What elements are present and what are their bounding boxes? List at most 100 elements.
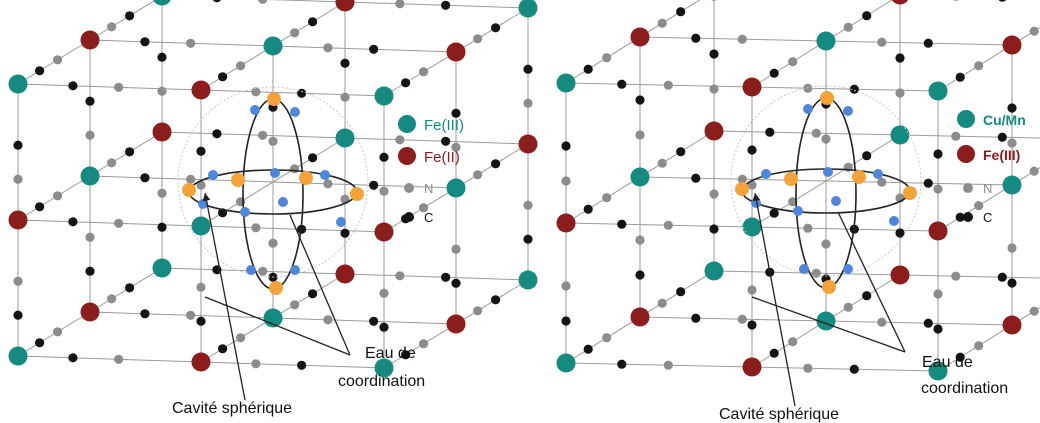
fe-iii-atom bbox=[446, 178, 466, 198]
left-spherical-cavity bbox=[177, 86, 369, 295]
nitrogen-atom bbox=[709, 189, 719, 199]
nitrogen-atom bbox=[379, 186, 389, 196]
carbon-atom bbox=[13, 140, 23, 150]
carbon-atom bbox=[85, 96, 95, 106]
carbon-atom bbox=[369, 180, 379, 190]
right-water-pointer bbox=[751, 296, 906, 353]
nitrogen-atom bbox=[953, 0, 959, 1]
nitrogen-atom bbox=[974, 341, 984, 351]
carbon-atom bbox=[35, 338, 45, 348]
carbon-atom bbox=[140, 37, 150, 47]
nitrogen-atom bbox=[657, 18, 667, 28]
left-water-pointer bbox=[289, 214, 351, 356]
carbon-atom bbox=[676, 147, 686, 157]
nitrogen-atom bbox=[788, 337, 798, 347]
legend-label-fe-iii: Fe(III) bbox=[424, 117, 464, 134]
carbon-atom bbox=[369, 316, 379, 326]
fe-iii-atom bbox=[153, 0, 171, 6]
cavity-inner-atom bbox=[843, 264, 853, 274]
nitrogen-atom bbox=[236, 333, 246, 343]
cu-mn-atom bbox=[630, 167, 650, 187]
nitrogen-atom bbox=[107, 22, 117, 32]
fe-ii-atom bbox=[8, 210, 28, 230]
nitrogen-atom bbox=[523, 200, 533, 210]
cavity-sphere-outline bbox=[730, 85, 922, 277]
carbon-atom bbox=[441, 272, 451, 282]
nitrogen-atom bbox=[290, 164, 300, 174]
carbon-atom bbox=[196, 316, 206, 326]
legend-marker-cu-mn bbox=[957, 110, 975, 128]
nitrogen-atom bbox=[803, 223, 813, 233]
fe-iii-atom bbox=[374, 358, 394, 378]
carbon-atom bbox=[955, 352, 965, 362]
fe-ii-atom bbox=[191, 352, 211, 372]
carbon-atom bbox=[583, 204, 593, 214]
carbon-atom bbox=[1007, 278, 1017, 288]
left-water-label: coordination bbox=[338, 373, 425, 390]
legend-marker-n-right bbox=[963, 183, 973, 193]
left-cavity-label: Cavité sphérique bbox=[172, 400, 292, 417]
legend-label-fe-ii: Fe(II) bbox=[424, 149, 460, 166]
carbon-atom bbox=[849, 364, 859, 374]
carbon-atom bbox=[769, 208, 779, 218]
left-cubic-lattice bbox=[8, 0, 538, 378]
carbon-atom bbox=[340, 58, 350, 68]
cavity-inner-atom bbox=[873, 169, 883, 179]
nitrogen-atom bbox=[737, 174, 747, 184]
cavity-inner-atom bbox=[240, 207, 250, 217]
fe-iii-atom bbox=[742, 77, 762, 97]
carbon-atom bbox=[923, 318, 933, 328]
carbon-atom bbox=[765, 127, 775, 137]
nitrogen-atom bbox=[663, 220, 673, 230]
nitrogen-atom bbox=[933, 289, 943, 299]
fe-iii-atom bbox=[704, 121, 724, 141]
cu-mn-atom bbox=[1002, 175, 1022, 195]
carbon-atom bbox=[157, 222, 167, 232]
coordination-water-molecule bbox=[784, 172, 798, 186]
carbon-atom bbox=[862, 151, 872, 161]
nitrogen-atom bbox=[974, 61, 984, 71]
nitrogen-atom bbox=[951, 131, 961, 141]
nitrogen-atom bbox=[53, 55, 63, 65]
carbon-atom bbox=[635, 270, 645, 280]
nitrogen-atom bbox=[663, 360, 673, 370]
legend-marker-fe-ii bbox=[398, 147, 416, 165]
nitrogen-atom bbox=[635, 235, 645, 245]
nitrogen-atom bbox=[258, 0, 268, 4]
nitrogen-atom bbox=[788, 197, 798, 207]
fe-iii-atom bbox=[890, 265, 910, 285]
nitrogen-atom bbox=[251, 87, 261, 97]
nitrogen-atom bbox=[419, 203, 429, 213]
fe-iii-atom bbox=[1002, 315, 1022, 335]
carbon-atom bbox=[35, 202, 45, 212]
legend-label-n-right: N bbox=[983, 181, 992, 196]
carbon-atom bbox=[561, 141, 571, 151]
lattice-edge bbox=[937, 27, 1040, 92]
cavity-inner-atom bbox=[889, 216, 899, 226]
carbon-atom bbox=[676, 7, 686, 17]
carbon-atom bbox=[923, 38, 933, 48]
cu-mn-atom bbox=[890, 125, 910, 145]
nitrogen-atom bbox=[196, 180, 206, 190]
cu-mn-atom bbox=[742, 217, 762, 237]
nitrogen-atom bbox=[186, 38, 196, 48]
nitrogen-atom bbox=[186, 174, 196, 184]
nitrogen-atom bbox=[561, 281, 571, 291]
nitrogen-atom bbox=[290, 28, 300, 38]
nitrogen-atom bbox=[663, 80, 673, 90]
nitrogen-atom bbox=[657, 158, 667, 168]
right-water-pointer bbox=[837, 211, 906, 353]
carbon-atom bbox=[561, 316, 571, 326]
fe-iii-atom bbox=[8, 346, 28, 366]
carbon-atom bbox=[401, 350, 411, 360]
carbon-atom bbox=[709, 224, 719, 234]
nitrogen-atom bbox=[635, 130, 645, 140]
carbon-atom bbox=[491, 159, 501, 169]
lattice-edge bbox=[713, 130, 1040, 139]
left-water-pointer bbox=[204, 296, 351, 356]
carbon-atom bbox=[933, 149, 943, 159]
coordination-water-molecule bbox=[852, 170, 866, 184]
nitrogen-atom bbox=[602, 193, 612, 203]
cavity-inner-atom bbox=[246, 265, 256, 275]
nitrogen-atom bbox=[323, 315, 333, 325]
